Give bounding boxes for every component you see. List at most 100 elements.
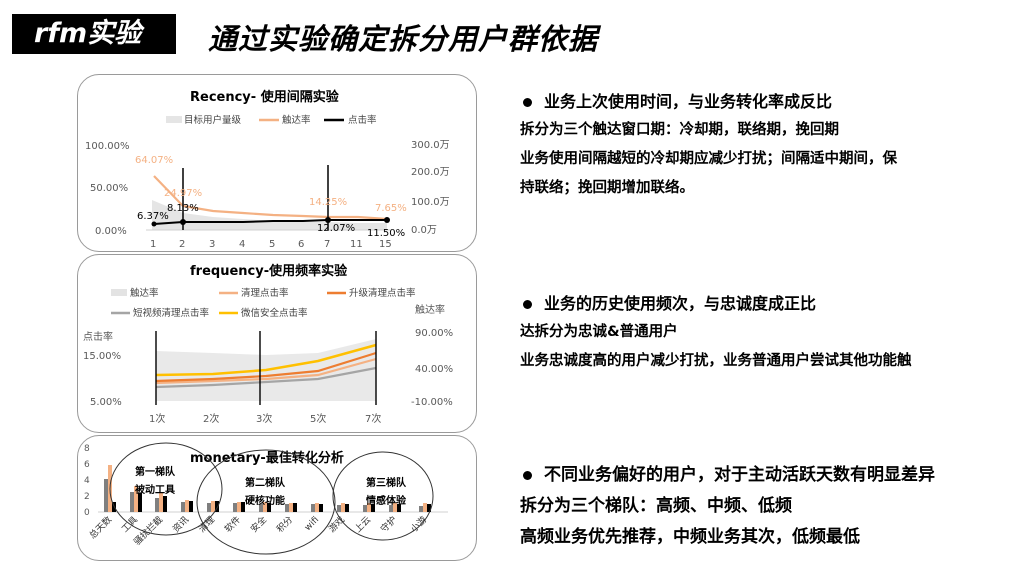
bar bbox=[393, 503, 397, 512]
left-tick-0: 0.00% bbox=[95, 226, 127, 237]
x-tick: 7 bbox=[324, 239, 330, 250]
reach-label-7: 14.25% bbox=[309, 197, 347, 208]
clean-line bbox=[155, 357, 377, 385]
recency-chart-title: Recency- 使用间隔实验 bbox=[190, 89, 340, 105]
tier-2-ellipse bbox=[196, 449, 336, 555]
y-tick-8: 8 bbox=[84, 444, 90, 454]
y-tick-4: 4 bbox=[84, 476, 90, 486]
bar bbox=[155, 498, 159, 512]
bar bbox=[389, 505, 393, 512]
bar bbox=[163, 496, 167, 512]
legend-clean: 清理点击率 bbox=[241, 287, 289, 299]
x-tick: 2次 bbox=[203, 412, 219, 425]
right-tick-300: 300.0万 bbox=[411, 140, 450, 151]
x-tick: 5次 bbox=[310, 412, 326, 425]
category-label: 守护 bbox=[378, 514, 399, 535]
bar bbox=[215, 501, 219, 512]
reach-label-1: 64.07% bbox=[135, 155, 173, 166]
bar bbox=[104, 479, 108, 512]
legend-swatch-volume bbox=[166, 116, 182, 123]
reach-line bbox=[153, 175, 388, 221]
frequency-chart-title: frequency-使用频率实验 bbox=[190, 263, 348, 279]
right-tick-200: 200.0万 bbox=[411, 167, 450, 178]
left-tick-15: 15.00% bbox=[83, 351, 121, 362]
right-tick-neg10: -10.00% bbox=[411, 397, 453, 408]
wechat-line bbox=[155, 343, 377, 377]
page-title: 通过实验确定拆分用户群依据 bbox=[208, 22, 599, 56]
click-label-15: 11.50% bbox=[367, 228, 405, 239]
tier-3-name: 第三梯队 bbox=[366, 476, 407, 489]
bar bbox=[211, 501, 215, 512]
category-label: 总天数 bbox=[87, 514, 115, 542]
category-label: 工具 bbox=[120, 514, 141, 535]
legend-reach: 触达率 bbox=[282, 114, 311, 126]
x-tick: 1 bbox=[150, 239, 156, 250]
click-label-7: 12.07% bbox=[317, 223, 355, 234]
category-label: 上云 bbox=[353, 514, 374, 535]
video-line bbox=[155, 366, 377, 389]
bullet-line: 业务忠诚度高的用户减少打扰，业务普通用户尝试其他功能触 bbox=[520, 353, 912, 369]
tier-1-ellipse bbox=[109, 442, 223, 536]
right-axis-label: 触达率 bbox=[415, 303, 445, 316]
bar bbox=[345, 504, 349, 512]
bar bbox=[337, 505, 341, 512]
tier-3-desc: 情感体验 bbox=[366, 494, 407, 507]
x-tick: 4 bbox=[239, 239, 245, 250]
frequency-chart: frequency-使用频率实验 触达率 清理点击率 升级清理点击率 短视频清理… bbox=[83, 263, 453, 425]
reach-label-15: 7.65% bbox=[375, 203, 407, 214]
left-axis-label: 点击率 bbox=[83, 330, 113, 343]
bar bbox=[319, 504, 323, 512]
x-tick: 3次 bbox=[256, 412, 272, 425]
x-tick: 1次 bbox=[149, 412, 165, 425]
bar bbox=[363, 505, 367, 512]
bullet-line: 达拆分为忠诚&普通用户 bbox=[520, 324, 678, 340]
bar bbox=[189, 501, 193, 512]
bar bbox=[159, 493, 163, 512]
bar bbox=[423, 503, 427, 512]
legend-volume: 目标用户量级 bbox=[184, 114, 242, 126]
tier-1-desc: 被动工具 bbox=[135, 483, 175, 496]
click-label-2: 8.13% bbox=[167, 203, 199, 214]
x-tick: 2 bbox=[179, 239, 185, 250]
left-tick-50: 50.00% bbox=[90, 183, 128, 194]
tier-1-name: 第一梯队 bbox=[135, 465, 176, 478]
bar bbox=[181, 502, 185, 512]
category-label: 小游 bbox=[408, 514, 429, 535]
section-tag: rfm实验 bbox=[12, 14, 176, 54]
tier-3-ellipse bbox=[332, 451, 434, 541]
category-label: 积分 bbox=[274, 514, 295, 535]
x-tick: 15 bbox=[379, 239, 392, 250]
x-tick: 11 bbox=[350, 239, 363, 250]
legend-wechat: 微信安全点击率 bbox=[241, 307, 308, 319]
bar bbox=[259, 504, 263, 512]
bullet-dot-icon bbox=[523, 97, 532, 107]
tier-2-name: 第二梯队 bbox=[245, 476, 286, 489]
right-tick-0: 0.0万 bbox=[411, 225, 437, 236]
legend-reach: 触达率 bbox=[130, 287, 159, 299]
bar bbox=[341, 503, 345, 512]
bar bbox=[263, 502, 267, 512]
bullet-line: 拆分为三个梯队：高频、中频、低频 bbox=[520, 496, 792, 516]
click-point-15 bbox=[384, 217, 390, 223]
x-tick: 7次 bbox=[365, 412, 381, 425]
bullet-dot-icon bbox=[523, 471, 532, 480]
bar bbox=[311, 504, 315, 512]
bar bbox=[241, 502, 245, 512]
bar bbox=[285, 504, 289, 512]
legend-swatch-area bbox=[111, 289, 127, 296]
tier-2-desc: 硬核功能 bbox=[245, 494, 285, 507]
recency-chart-panel: Recency- 使用间隔实验 目标用户量级 触达率 点击率 100.00% 5… bbox=[77, 74, 477, 252]
bullet-head-text: 业务的历史使用频次，与忠诚度成正比 bbox=[544, 294, 817, 313]
bullet-line: 高频业务优先推荐，中频业务其次，低频最低 bbox=[520, 527, 860, 547]
bar bbox=[419, 506, 423, 512]
bullet-line: 拆分为三个触达窗口期：冷却期，联络期，挽回期 bbox=[520, 122, 839, 138]
legend-upgrade: 升级清理点击率 bbox=[349, 287, 416, 299]
bar bbox=[315, 503, 319, 512]
left-tick-100: 100.00% bbox=[85, 141, 130, 152]
bullet-head: 业务上次使用时间，与业务转化率成反比 bbox=[520, 88, 990, 116]
legend-video: 短视频清理点击率 bbox=[133, 307, 210, 319]
click-label-1: 6.37% bbox=[137, 211, 169, 222]
bullet-dot-icon bbox=[523, 299, 532, 309]
frequency-chart-panel: frequency-使用频率实验 触达率 清理点击率 升级清理点击率 短视频清理… bbox=[77, 254, 477, 433]
right-tick-100: 100.0万 bbox=[411, 197, 450, 208]
